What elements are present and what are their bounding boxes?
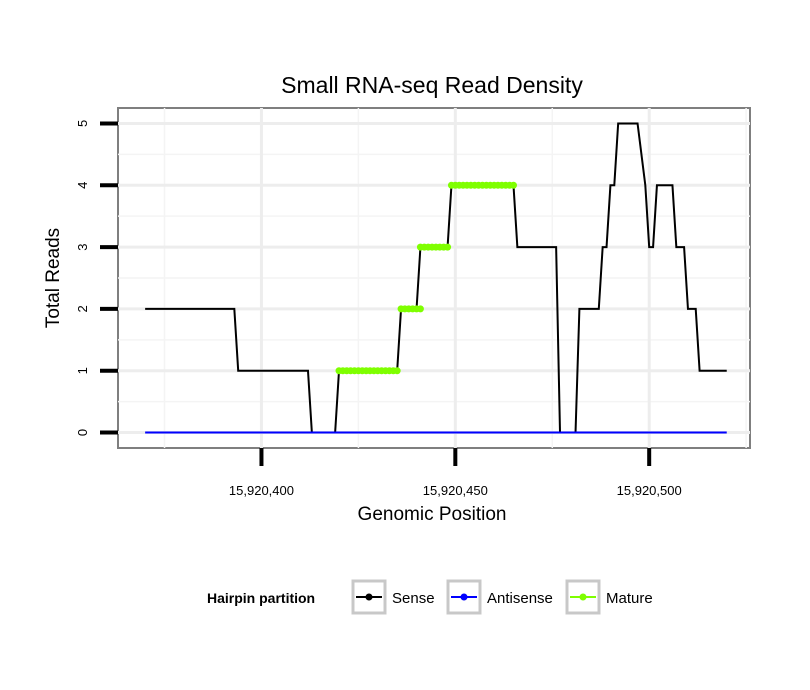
x-tick-label: 15,920,400 (229, 483, 294, 498)
mature-point (509, 181, 517, 189)
x-tick-label: 15,920,500 (617, 483, 682, 498)
legend-label-mature: Mature (606, 590, 653, 607)
mature-point (416, 305, 424, 313)
y-tick-label: 0 (75, 429, 90, 436)
y-tick-label: 3 (75, 243, 90, 250)
y-axis-title: Total Reads (43, 228, 64, 328)
x-axis-title: Genomic Position (358, 504, 507, 525)
mature-point (444, 243, 452, 251)
legend-label-antisense: Antisense (487, 590, 553, 607)
legend-title: Hairpin partition (207, 590, 315, 606)
y-tick-label: 4 (75, 182, 90, 189)
mature-point (393, 367, 401, 375)
x-tick-label: 15,920,450 (423, 483, 488, 498)
y-tick-label: 5 (75, 120, 90, 127)
legend-key-point-antisense (460, 593, 468, 601)
y-tick-label: 2 (75, 305, 90, 312)
series-layer (145, 122, 727, 434)
axes: 15,920,400 15,920,450 15,920,500 0 1 2 3 4 5 (75, 120, 682, 498)
chart-title: Small RNA-seq Read Density (281, 72, 583, 98)
y-tick-label: 1 (75, 367, 90, 374)
legend: Hairpin partition Sense Antisense Mature (207, 579, 653, 615)
legend-key-point-sense (365, 593, 373, 601)
legend-key-point-mature (579, 593, 587, 601)
legend-label-sense: Sense (392, 590, 435, 607)
